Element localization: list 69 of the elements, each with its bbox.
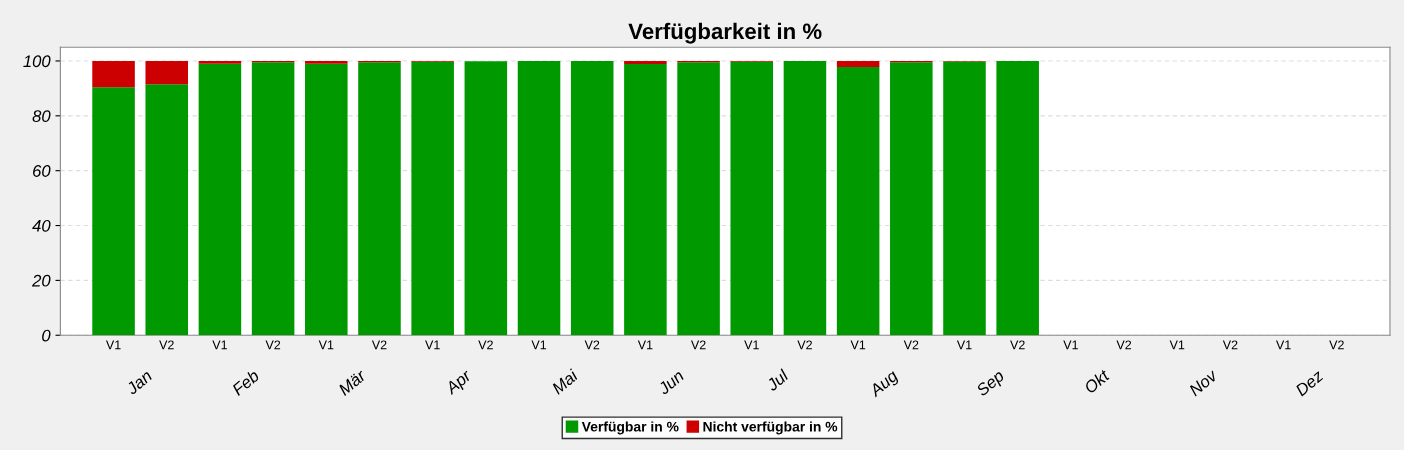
bar [411, 61, 454, 336]
y-tick-label: 80 [32, 110, 51, 123]
x-tick-label: V2 [1010, 340, 1025, 350]
text: Jan [125, 369, 153, 396]
y-tick-label: 20 [32, 274, 51, 287]
text: Feb [230, 368, 260, 397]
x-tick-label: V1 [637, 340, 653, 350]
x-tick-label: V1 [318, 340, 334, 350]
x-tick-label: V1 [850, 340, 866, 350]
bar [943, 61, 986, 336]
bar [198, 60, 242, 64]
x-tick-label: V1 [531, 340, 547, 350]
text: Mär [337, 368, 368, 397]
text: Jul [765, 368, 790, 392]
text: Sep [975, 369, 1008, 400]
x-tick-label: V2 [159, 340, 174, 350]
bar [251, 62, 295, 336]
bar [464, 61, 508, 336]
text: Apr [444, 368, 475, 398]
y-tick-label: 40 [32, 219, 51, 232]
bar [92, 60, 135, 88]
legend-label: Nicht verfügbar in % [703, 421, 838, 435]
bar [198, 63, 242, 336]
bar [730, 61, 774, 336]
x-tick-label: V2 [690, 340, 706, 350]
x-tick-label: V2 [265, 340, 281, 350]
text: Nov [1188, 368, 1219, 397]
x-tick-label: V1 [1169, 340, 1185, 350]
x-tick-label: V2 [1329, 340, 1344, 350]
bar [305, 63, 348, 336]
text: Mai [550, 368, 580, 395]
x-tick-label: V1 [956, 340, 972, 350]
x-tick-label: V1 [212, 340, 227, 350]
x-tick-label: V1 [1276, 340, 1291, 350]
text: Jun [657, 369, 685, 396]
bar [890, 62, 933, 336]
x-tick-label: V2 [903, 340, 919, 350]
bar [305, 60, 348, 64]
bar [145, 60, 189, 85]
x-tick-label: V2 [478, 340, 493, 350]
bar [145, 84, 189, 336]
x-tick-label: V2 [1222, 340, 1238, 350]
x-tick-label: V1 [1063, 340, 1078, 350]
chart-title: Verfügbarkeit in % [628, 22, 822, 44]
bar [358, 62, 401, 336]
bar [517, 60, 561, 336]
x-tick-label: V2 [371, 340, 387, 350]
bar [624, 60, 667, 64]
bar [570, 60, 614, 336]
text: Okt [1083, 368, 1111, 395]
x-tick-label: V1 [744, 340, 759, 350]
bar [677, 62, 720, 336]
y-tick-label: 0 [42, 329, 51, 342]
x-tick-label: V2 [584, 340, 600, 350]
bar [624, 63, 667, 336]
x-tick-label: V1 [425, 340, 440, 350]
bar [996, 60, 1039, 336]
x-tick-label: V2 [797, 340, 812, 350]
text: Dez [1294, 369, 1325, 397]
x-tick-label: V1 [105, 340, 121, 350]
x-tick-label: V2 [1116, 340, 1132, 350]
bar [836, 67, 880, 336]
bar [92, 87, 135, 336]
y-tick-label: 60 [33, 165, 51, 177]
bar [783, 60, 827, 336]
legend-label: Verfügbar in % [581, 421, 679, 435]
bar [836, 60, 880, 67]
text: Aug [868, 369, 901, 401]
y-tick-label: 100 [23, 55, 51, 68]
